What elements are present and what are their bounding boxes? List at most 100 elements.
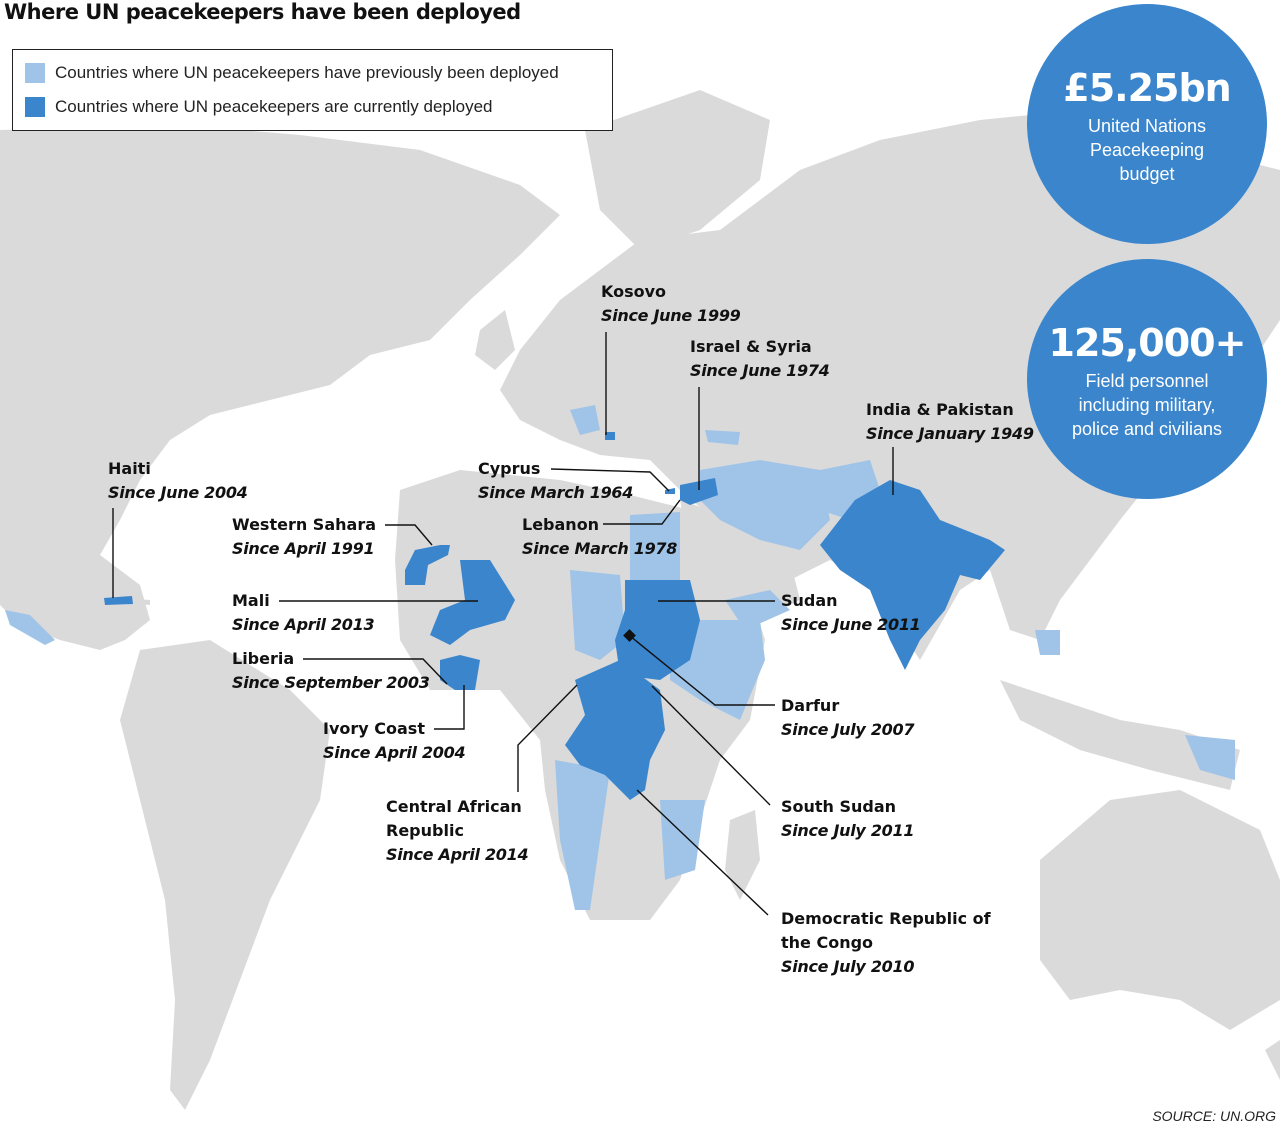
mission-name: India & Pakistan [866, 400, 1014, 419]
leader-western-sahara [385, 524, 433, 546]
legend-current: Countries where UN peacekeepers are curr… [25, 97, 493, 117]
region-central-america-previous [5, 610, 55, 645]
mission-name: Sudan [781, 591, 838, 610]
label-ivory-coast: Ivory Coast Since April 2004 [323, 717, 466, 765]
region-car-drc [565, 660, 665, 800]
mission-name: Darfur [781, 696, 840, 715]
region-balkans-previous [570, 405, 600, 435]
label-western-sahara: Western Sahara Since April 1991 [232, 513, 376, 561]
mission-name: Haiti [108, 459, 151, 478]
madagascar [725, 810, 760, 900]
mission-date: Since June 2004 [108, 483, 248, 502]
label-israel-syria: Israel & Syria Since June 1974 [690, 335, 830, 383]
label-haiti: Haiti Since June 2004 [108, 457, 248, 505]
map-title: Where UN peacekeepers have been deployed [4, 0, 521, 24]
region-timor-png-previous [1185, 735, 1235, 780]
mission-date: Since March 1978 [522, 539, 678, 558]
leader-cyprus [550, 468, 670, 492]
budget-value: £5.25bn [1063, 66, 1231, 110]
label-mali: Mali Since April 2013 [232, 589, 375, 637]
eurasia [500, 110, 1280, 660]
personnel-circle: 125,000+ Field personnel including milit… [1027, 259, 1267, 499]
mission-name: Liberia [232, 649, 295, 668]
region-egypt-previous [630, 512, 680, 580]
label-cyprus: Cyprus Since March 1964 [478, 457, 633, 505]
region-mali [430, 560, 515, 645]
previous-deployments [5, 405, 1235, 910]
mission-date: Since March 1964 [478, 483, 634, 502]
region-chad-libya-previous [570, 570, 625, 660]
leader-ivory-coast [434, 685, 465, 730]
mission-date: Since June 1999 [601, 306, 741, 325]
mission-date: Since September 2003 [232, 673, 430, 692]
legend-current-label: Countries where UN peacekeepers are curr… [55, 97, 493, 116]
label-kosovo: Kosovo Since June 1999 [601, 280, 741, 328]
north-america [0, 125, 560, 620]
region-kosovo [605, 432, 615, 440]
mission-date: Since April 2013 [232, 615, 375, 634]
mission-date: Since July 2007 [781, 720, 915, 739]
legend-previous: Countries where UN peacekeepers have pre… [25, 63, 559, 83]
leader-darfur [629, 635, 775, 706]
southeast-asia-islands [1000, 680, 1240, 790]
label-lebanon: Lebanon Since March 1978 [522, 513, 677, 561]
british-isles [475, 310, 515, 370]
leader-car [517, 684, 578, 792]
legend-previous-label: Countries where UN peacekeepers have pre… [55, 63, 559, 82]
budget-label: United Nations Peacekeeping budget [1087, 116, 1207, 184]
leader-liberia [303, 658, 448, 685]
personnel-label: Field personnel including military, poli… [1071, 371, 1223, 439]
mission-name: Israel & Syria [690, 337, 812, 356]
region-lebanon-israel-syria [680, 478, 718, 505]
current-deployments [104, 432, 1005, 800]
region-western-sahara [405, 545, 450, 585]
mission-name: Western Sahara [232, 515, 376, 534]
source-note: SOURCE: UN.ORG [1152, 1108, 1276, 1124]
swatch-current [25, 97, 45, 117]
region-namibia-previous [560, 840, 600, 910]
mission-name: South Sudan [781, 797, 897, 816]
region-georgia-previous [705, 430, 740, 445]
leader-lines [112, 332, 894, 916]
label-liberia: Liberia Since September 2003 [232, 647, 430, 695]
region-sudan-south-sudan [615, 580, 700, 680]
mission-date: Since July 2010 [781, 957, 915, 976]
australia [1040, 790, 1280, 1030]
mission-date: Since July 2011 [781, 821, 915, 840]
south-america [120, 640, 330, 1110]
mission-name: Cyprus [478, 459, 541, 478]
new-zealand [1265, 1040, 1280, 1080]
mission-date: Since January 1949 [866, 424, 1034, 443]
region-india-pakistan [820, 480, 1005, 670]
mission-name: Lebanon [522, 515, 600, 534]
leader-south-sudan [651, 685, 771, 806]
region-angola-previous [555, 760, 610, 840]
region-mozambique-previous [660, 800, 705, 880]
leader-drc [636, 789, 769, 916]
mission-name: Mali [232, 591, 270, 610]
label-south-sudan: South Sudan Since July 2011 [781, 795, 914, 843]
mission-date: Since June 1974 [690, 361, 830, 380]
label-drc: Democratic Republic of the Congo Since J… [781, 907, 991, 979]
label-india-pakistan: India & Pakistan Since January 1949 [866, 398, 1034, 446]
mission-name: Central African Republic [386, 797, 522, 840]
mission-name: Democratic Republic of the Congo [781, 909, 991, 952]
swatch-previous [25, 63, 45, 83]
region-iran-iraq-previous [700, 460, 830, 550]
region-ivory-coast-liberia [440, 655, 480, 690]
region-cambodia-previous [1035, 630, 1060, 655]
mission-date: Since April 1991 [232, 539, 375, 558]
mission-name: Ivory Coast [323, 719, 425, 738]
mission-date: Since April 2004 [323, 743, 466, 762]
legend: Countries where UN peacekeepers have pre… [12, 49, 613, 131]
mission-name: Kosovo [601, 282, 667, 301]
mission-date: Since April 2014 [386, 845, 529, 864]
label-sudan: Sudan Since June 2011 [781, 589, 921, 637]
label-darfur: Darfur Since July 2007 [781, 694, 914, 742]
label-car: Central African Republic Since April 201… [386, 795, 546, 867]
greenland [585, 90, 770, 250]
budget-circle: £5.25bn United Nations Peacekeeping budg… [1027, 4, 1267, 244]
personnel-value: 125,000+ [1048, 321, 1247, 365]
leader-lebanon [603, 499, 681, 525]
